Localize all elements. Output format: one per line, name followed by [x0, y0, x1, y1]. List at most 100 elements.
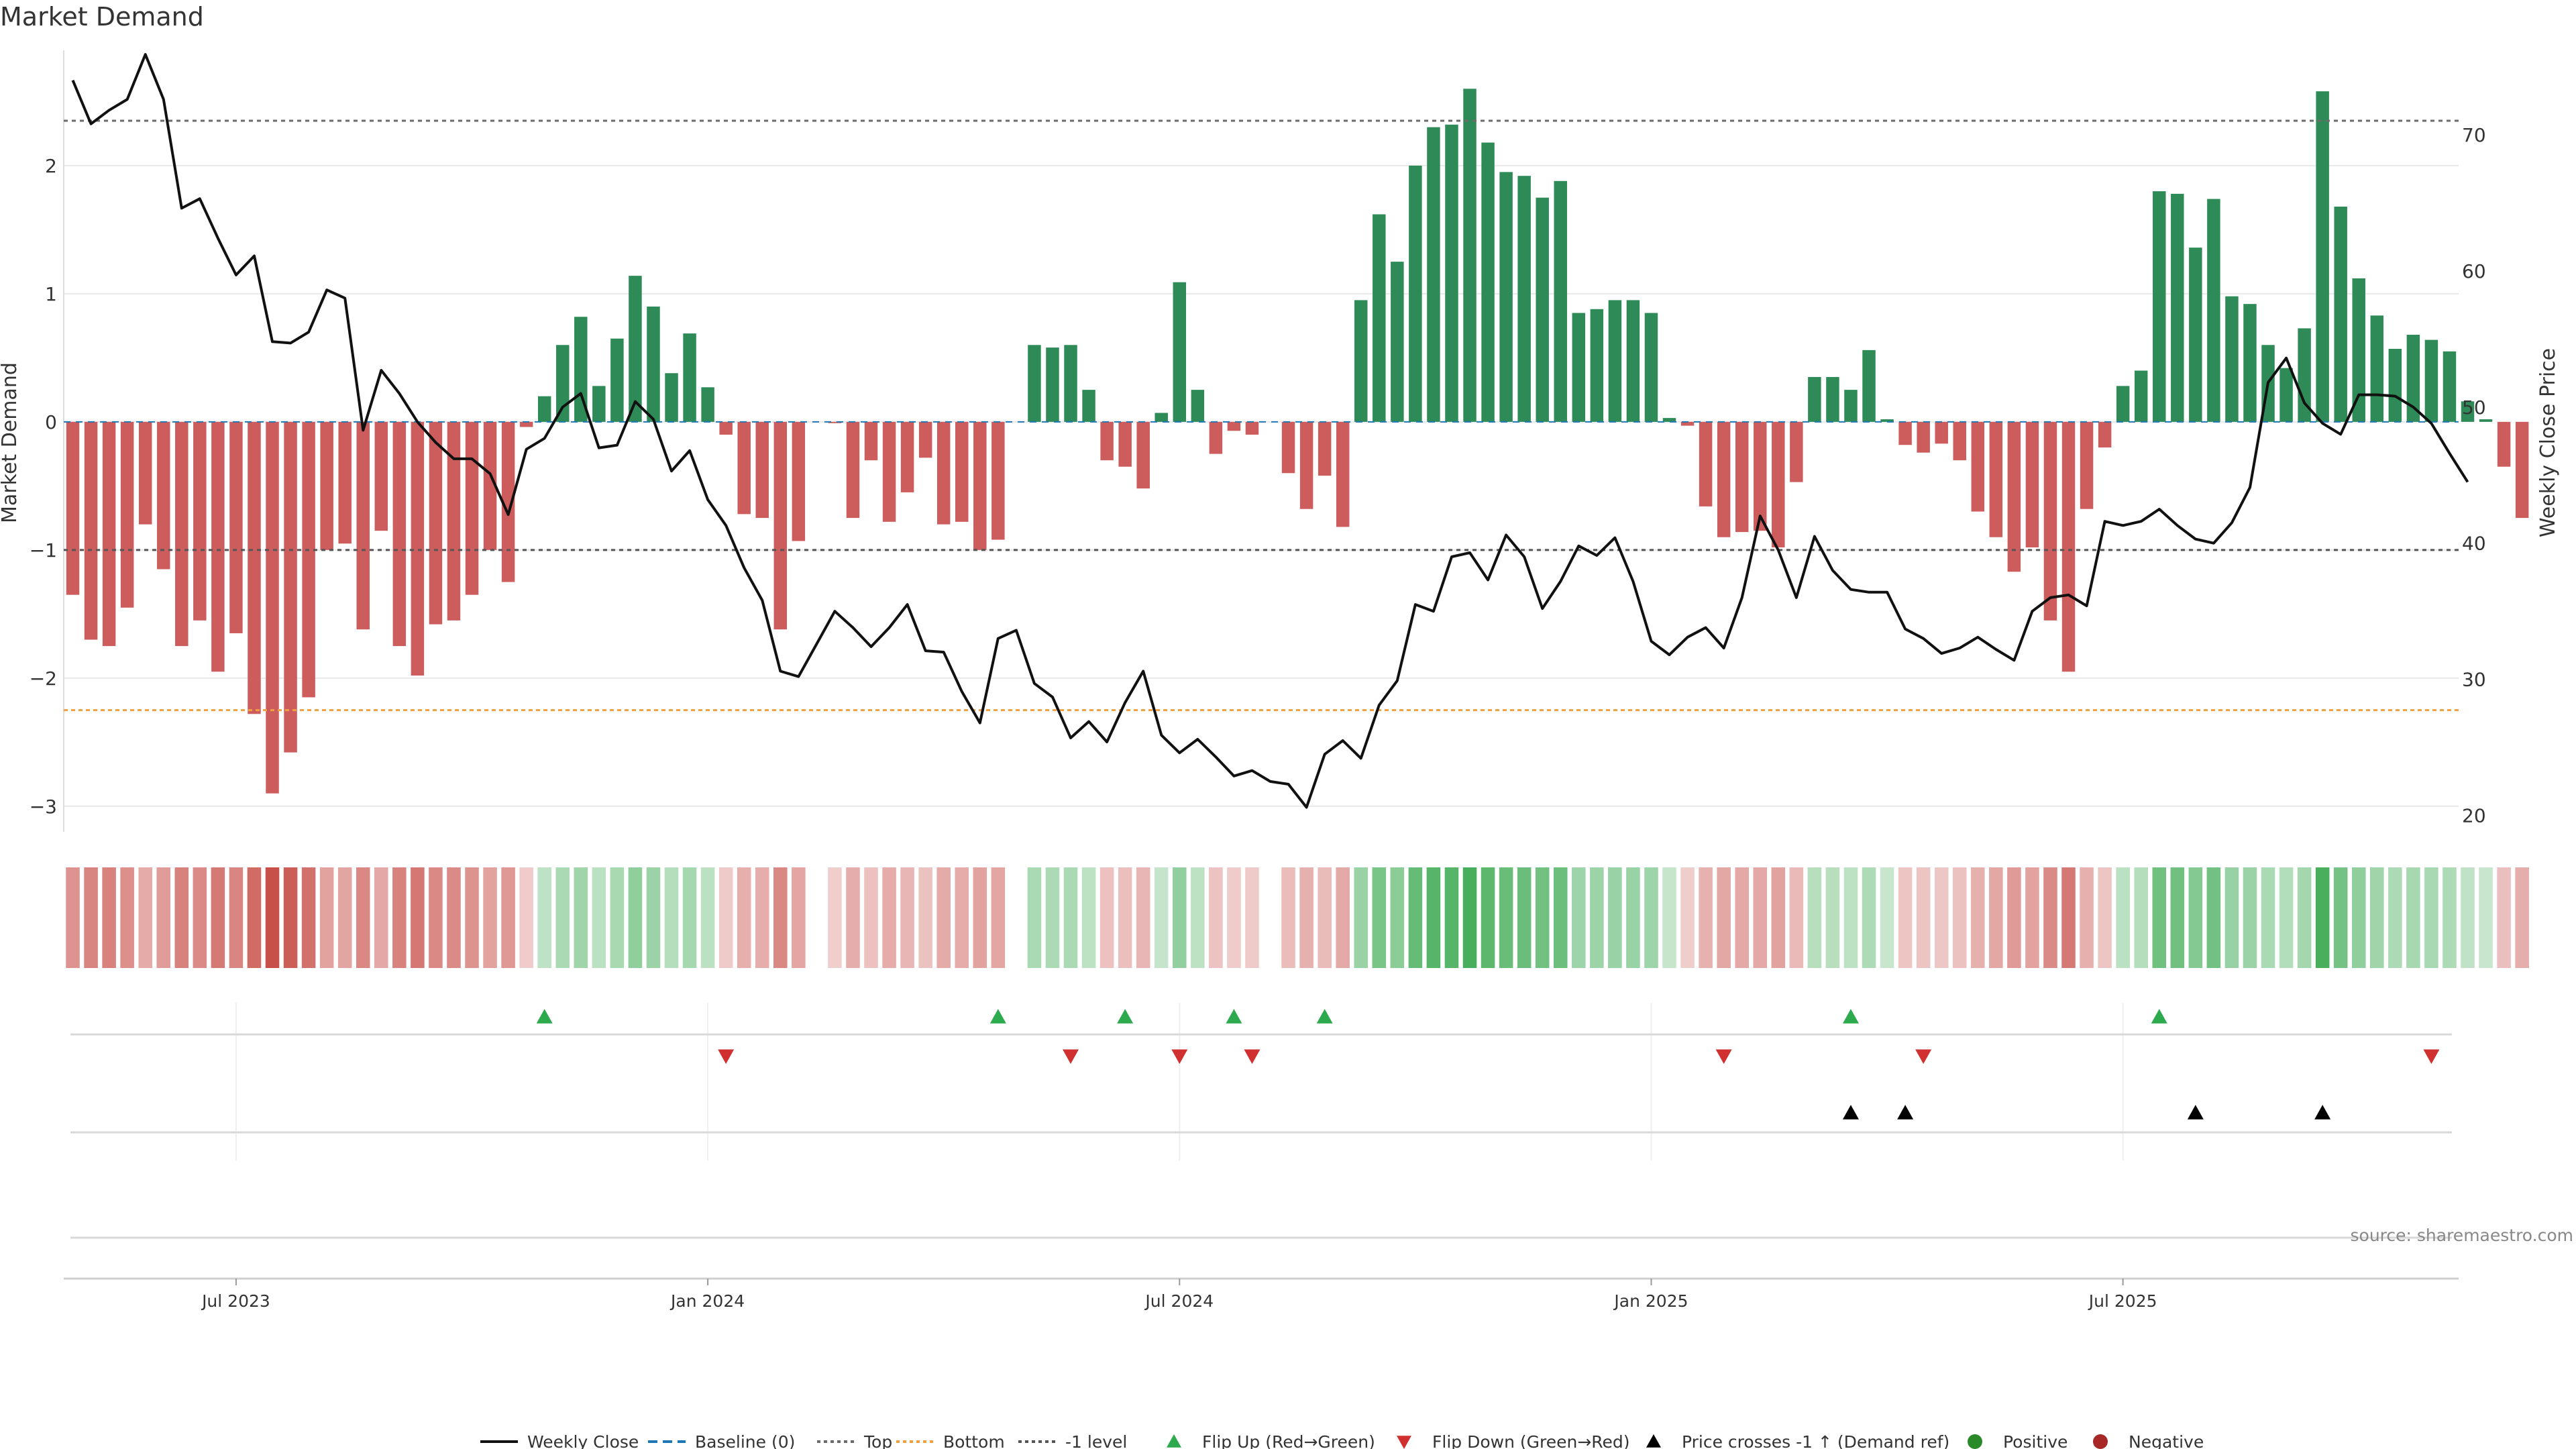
demand-bar	[936, 421, 951, 525]
demand-heat-cell	[1136, 867, 1150, 968]
demand-heat-cell	[1662, 867, 1676, 968]
demand-heat-cell	[411, 867, 425, 968]
demand-bar	[465, 421, 479, 595]
demand-bar	[193, 421, 207, 621]
demand-bar	[1989, 421, 2003, 537]
demand-bar	[302, 421, 315, 698]
demand-bar	[1191, 390, 1205, 422]
demand-bar	[483, 421, 497, 550]
demand-bar	[1790, 421, 1803, 482]
demand-heat-cell	[1426, 867, 1441, 968]
demand-heat-cell	[1880, 867, 1894, 968]
demand-heat-cell	[1699, 867, 1713, 968]
demand-bar	[2025, 421, 2039, 548]
demand-bar	[1844, 390, 1858, 422]
demand-heat-cell	[991, 867, 1006, 968]
demand-heat-cell	[1299, 867, 1313, 968]
demand-bar	[537, 396, 551, 422]
demand-heat-cell	[718, 867, 733, 968]
demand-heat-cell	[1862, 867, 1876, 968]
demand-heat-cell	[2315, 867, 2330, 968]
demand-heat-cell	[1099, 867, 1114, 968]
demand-heat-cell	[392, 867, 407, 968]
demand-heat-cell	[973, 867, 987, 968]
y-tick-label: 0	[45, 411, 57, 433]
demand-bar	[2043, 421, 2057, 621]
demand-bar	[1808, 377, 1821, 422]
demand-heat-cell	[102, 867, 116, 968]
demand-bar	[1463, 89, 1477, 422]
demand-heat-cell	[1934, 867, 1949, 968]
demand-heat-cell	[1318, 867, 1332, 968]
demand-bar	[519, 421, 533, 427]
demand-heat-cell	[1372, 867, 1387, 968]
demand-heat-cell	[846, 867, 860, 968]
demand-bar	[2370, 315, 2384, 422]
y2-tick-label: 30	[2462, 669, 2486, 691]
demand-bar	[1862, 350, 1876, 422]
demand-heat-cell	[1807, 867, 1822, 968]
demand-heat-cell	[2333, 867, 2348, 968]
flip-down-marker	[1715, 1049, 1732, 1064]
demand-bar	[1373, 214, 1386, 422]
flip-up-marker	[536, 1009, 553, 1024]
demand-bar	[157, 421, 170, 570]
demand-heat-cell	[2279, 867, 2294, 968]
demand-heat-cell	[1444, 867, 1459, 968]
demand-heat-cell	[1952, 867, 1967, 968]
demand-heat-cell	[1572, 867, 1586, 968]
demand-bar	[1028, 345, 1041, 422]
demand-heat-cell	[864, 867, 878, 968]
demand-bar	[846, 421, 860, 519]
demand-heat-cell	[2370, 867, 2384, 968]
demand-bar	[229, 421, 243, 633]
x-tick-label: Jul 2025	[2088, 1291, 2157, 1311]
demand-heat-cell	[2297, 867, 2312, 968]
demand-heat-cell	[1971, 867, 1985, 968]
demand-heat-cell	[1626, 867, 1640, 968]
demand-heat-cell	[265, 867, 280, 968]
legend-swatch	[1167, 1434, 1181, 1448]
demand-heat-cell	[229, 867, 244, 968]
legend-label: Bottom	[943, 1432, 1005, 1449]
chart-title: Market Demand	[0, 2, 204, 32]
demand-heat-cell	[2461, 867, 2475, 968]
demand-bar	[1046, 347, 1059, 422]
demand-bar	[1662, 418, 1676, 422]
y-tick-label: −2	[30, 667, 57, 690]
demand-bar	[2388, 348, 2402, 422]
demand-bar	[2207, 199, 2220, 422]
demand-bar	[248, 421, 261, 714]
demand-bar	[2061, 421, 2076, 672]
demand-bar	[2098, 421, 2112, 448]
demand-bar	[1917, 421, 1930, 453]
flip-down-marker	[1171, 1049, 1188, 1064]
demand-heat-cell	[1753, 867, 1768, 968]
y2-tick-label: 40	[2462, 533, 2486, 555]
demand-bar	[592, 386, 606, 422]
demand-bar	[1082, 390, 1095, 422]
demand-bar	[120, 421, 134, 608]
demand-bar	[955, 421, 969, 522]
demand-bar	[501, 421, 515, 582]
demand-bar	[1772, 421, 1785, 548]
demand-heat-cell	[2080, 867, 2094, 968]
demand-heat-cell	[2424, 867, 2438, 968]
demand-heat-cell	[1191, 867, 1205, 968]
demand-heat-cell	[773, 867, 788, 968]
demand-bar	[1481, 142, 1495, 422]
demand-heat-cell	[646, 867, 661, 968]
demand-bar	[102, 421, 116, 647]
legend-label: Negative	[2129, 1432, 2204, 1449]
demand-heat-cell	[682, 867, 697, 968]
demand-bar	[1517, 176, 1531, 422]
demand-bar	[701, 387, 714, 422]
demand-bar	[266, 421, 279, 794]
demand-bar	[1953, 421, 1966, 461]
demand-heat-cell	[1644, 867, 1658, 968]
legend-label: Baseline (0)	[695, 1432, 795, 1449]
y-tick-label: −3	[30, 796, 57, 818]
demand-heat-cell	[1789, 867, 1804, 968]
demand-bar	[2134, 370, 2148, 422]
